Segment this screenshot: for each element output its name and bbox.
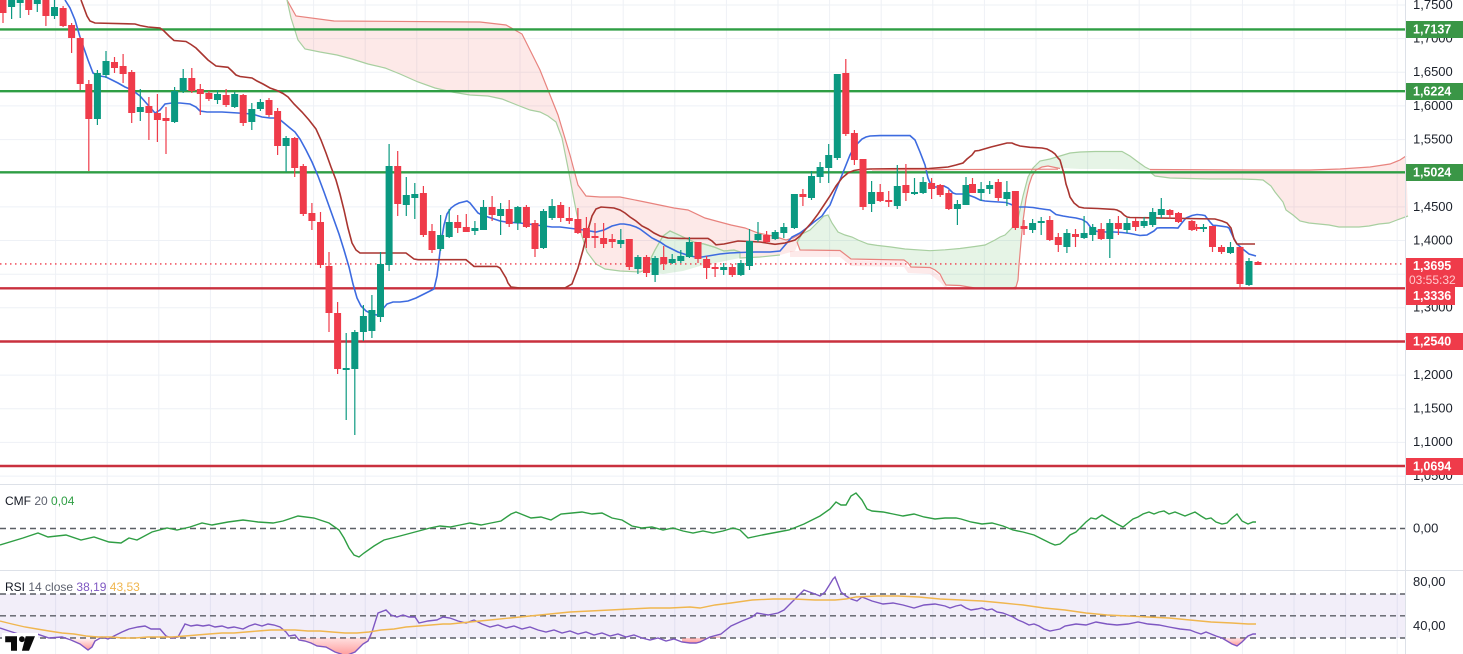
svg-text:CMF 20 0,04: CMF 20 0,04 [5,494,75,508]
svg-text:1,1000: 1,1000 [1413,434,1453,449]
svg-text:1,4500: 1,4500 [1413,199,1453,214]
svg-text:03:55:32: 03:55:32 [1409,273,1456,287]
svg-text:40,00: 40,00 [1413,618,1446,633]
svg-text:1,3336: 1,3336 [1413,289,1451,303]
svg-text:1,1500: 1,1500 [1413,401,1453,416]
svg-text:1,4000: 1,4000 [1413,232,1453,247]
svg-text:1,6500: 1,6500 [1413,64,1453,79]
svg-text:RSI 14 close 38,19 43,53: RSI 14 close 38,19 43,53 [5,580,140,594]
svg-text:1,2000: 1,2000 [1413,367,1453,382]
svg-text:1,5500: 1,5500 [1413,132,1453,147]
svg-text:1,6224: 1,6224 [1413,85,1451,99]
svg-text:1,7137: 1,7137 [1413,23,1451,37]
svg-text:1,5024: 1,5024 [1413,166,1451,180]
svg-text:1,2540: 1,2540 [1413,335,1451,349]
svg-text:1,6000: 1,6000 [1413,98,1453,113]
svg-text:1,3695: 1,3695 [1413,259,1451,273]
svg-text:0,00: 0,00 [1413,521,1438,536]
svg-text:80,00: 80,00 [1413,574,1446,589]
svg-text:1,7500: 1,7500 [1413,0,1453,12]
svg-text:1,0694: 1,0694 [1413,460,1451,474]
